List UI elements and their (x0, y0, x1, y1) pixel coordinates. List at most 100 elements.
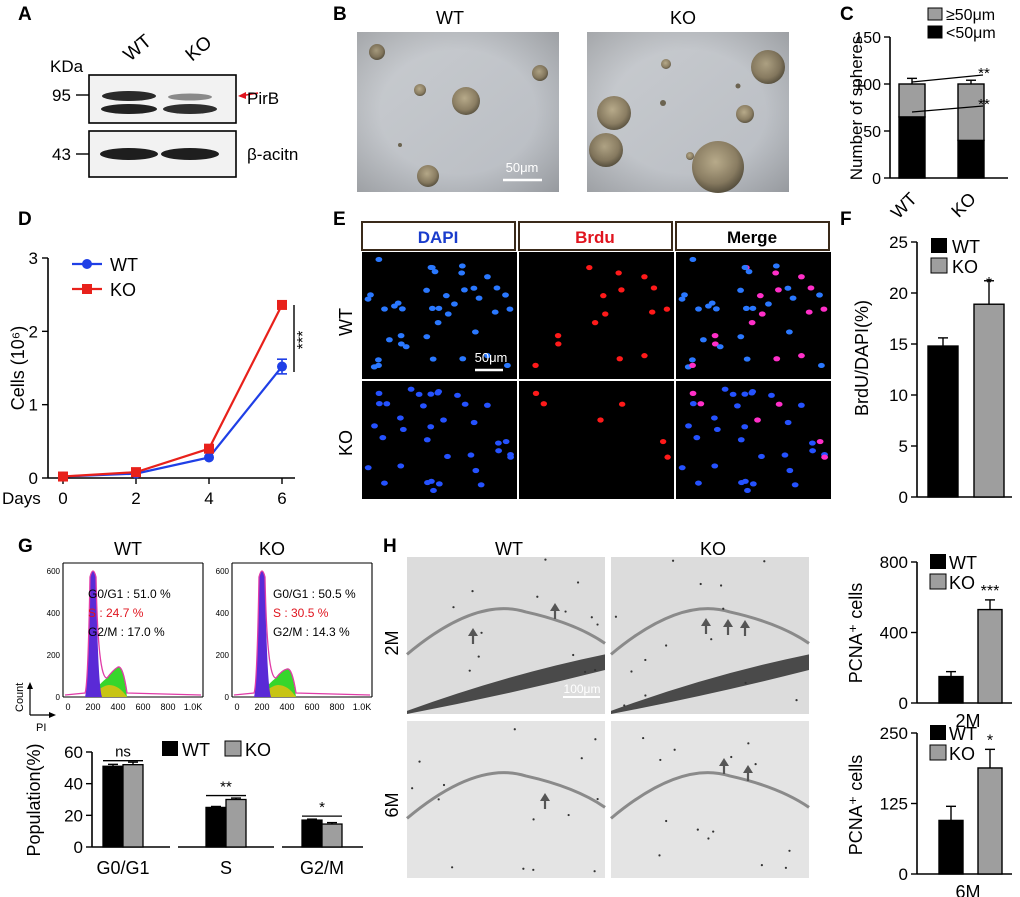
bar-wt (938, 675, 964, 704)
histo-speck (596, 623, 599, 626)
nucleus-dapi (364, 296, 372, 302)
nucleus-merge (789, 295, 797, 301)
legend-label-wt: WT (949, 724, 977, 744)
histo-speck (699, 582, 702, 586)
histo-speck (594, 668, 597, 672)
sig-label-0: ns (115, 744, 131, 761)
img-2m-wt (406, 557, 606, 714)
nucleus-brdu (597, 417, 604, 423)
y-tick-label: 0 (899, 488, 908, 507)
panel-label-c: C (840, 4, 854, 25)
legend-label-1: ≥50μm (946, 7, 995, 24)
header-dapi: DAPI (418, 228, 459, 247)
nucleus-merge (744, 487, 751, 494)
nucleus-dapi (507, 454, 515, 460)
nucleus-merge (805, 309, 813, 315)
nucleus-merge (797, 402, 805, 408)
nucleus-dapi (415, 391, 423, 397)
nucleus-dapi (431, 269, 439, 275)
histo-speck (442, 783, 446, 787)
hist-x-tick-label: 1.0K (184, 702, 203, 712)
nucleus-dapi (442, 293, 450, 299)
y-tick-label: 0 (29, 469, 38, 488)
nucleus-merge (798, 274, 805, 280)
point-wt-6 (277, 361, 287, 372)
histo-speck (590, 616, 593, 619)
blot-kda-label: KDa (50, 57, 84, 76)
nucleus-merge (710, 415, 718, 421)
nucleus-dapi (435, 305, 443, 311)
nucleus-merge (820, 306, 828, 312)
nucleus-brdu (602, 311, 609, 317)
nucleus-dapi (427, 391, 435, 397)
hist-y-tick-label: 200 (47, 651, 61, 660)
nucleus-dapi (483, 402, 491, 408)
nucleus-dapi (399, 426, 407, 433)
nucleus-dapi (385, 337, 393, 343)
pirb-band-wt-upper (102, 91, 156, 101)
nucleus-dapi (428, 305, 436, 311)
histo-speck (572, 653, 575, 657)
legend-label-ko: KO (952, 257, 978, 277)
panel-label-f: F (840, 209, 852, 230)
img-wt-merge (676, 252, 831, 379)
hist-x-tick-label: 200 (85, 702, 100, 712)
nucleus-dapi (454, 392, 461, 398)
hist-y-tick-label: 400 (216, 609, 230, 618)
nucleus-merge (749, 305, 757, 311)
bar-wt-lt50 (898, 116, 926, 179)
histo-background (407, 721, 605, 878)
nucleus-merge (737, 287, 744, 293)
nucleus-merge (786, 467, 794, 474)
arrow-icon (468, 628, 478, 636)
nucleus-dapi (434, 320, 442, 326)
y-tick-label: 60 (64, 743, 83, 762)
histo-speck (536, 595, 539, 598)
histo-speck (451, 866, 454, 869)
nucleus-merge (689, 362, 696, 368)
nucleus-brdu (532, 390, 540, 396)
nucleus-merge (765, 301, 772, 307)
panel-g-population-chart: 0 20 40 60 Population(%) G0/G1 ns S ** G2/M * WT KO (24, 740, 363, 878)
histo-speck (576, 581, 580, 584)
nucleus-brdu (600, 293, 607, 299)
sig-label: * (987, 732, 993, 749)
y-tick-label: 20 (889, 284, 908, 303)
nucleus-dapi (397, 333, 405, 339)
histo-speck (411, 787, 414, 790)
wt-g2m-stat: G2/M : 17.0 % (88, 625, 165, 639)
actin-label: β-acitn (247, 145, 298, 164)
ko-s-stat: S : 30.5 % (273, 606, 329, 620)
nucleus-merge (741, 391, 749, 397)
nucleus-dapi (495, 448, 503, 454)
nucleus-dapi (375, 401, 383, 407)
nucleus-merge (741, 424, 749, 430)
pirb-arrow-icon (238, 92, 246, 99)
bar-G2/M-KO (321, 823, 343, 848)
histo-speck (644, 658, 647, 662)
panel-b-spheres: WT KO 50μm (357, 8, 789, 193)
spheres-scale-bar-label: 50μm (506, 160, 539, 175)
nucleus-dapi (379, 435, 387, 441)
sphere-image-wt: 50μm (357, 32, 559, 192)
hist-x-tick-label: 0 (65, 702, 70, 712)
y-tick-label: 0 (872, 171, 881, 188)
y-axis-title: Number of spheres (847, 36, 866, 181)
img-6m-wt (406, 721, 606, 878)
nucleus-brdu (554, 333, 562, 339)
legend-label-wt: WT (110, 255, 138, 275)
histo-speck (593, 870, 596, 873)
nucleus-merge (685, 423, 692, 429)
nucleus-dapi (502, 292, 509, 298)
nucleus-dapi (461, 401, 469, 407)
x-tick-label: 2 (131, 489, 140, 508)
histo-row-2m: 2M (382, 630, 402, 655)
nucleus-dapi (429, 356, 437, 362)
nucleus-dapi (397, 463, 405, 469)
spheres-ko-title: KO (670, 8, 696, 28)
arrow-icon (719, 758, 729, 766)
ko-g0g1-stat: G0/G1 : 50.5 % (273, 587, 356, 601)
nucleus-merge (699, 337, 707, 343)
histo-speck (477, 655, 480, 658)
histo-speck (642, 736, 645, 740)
